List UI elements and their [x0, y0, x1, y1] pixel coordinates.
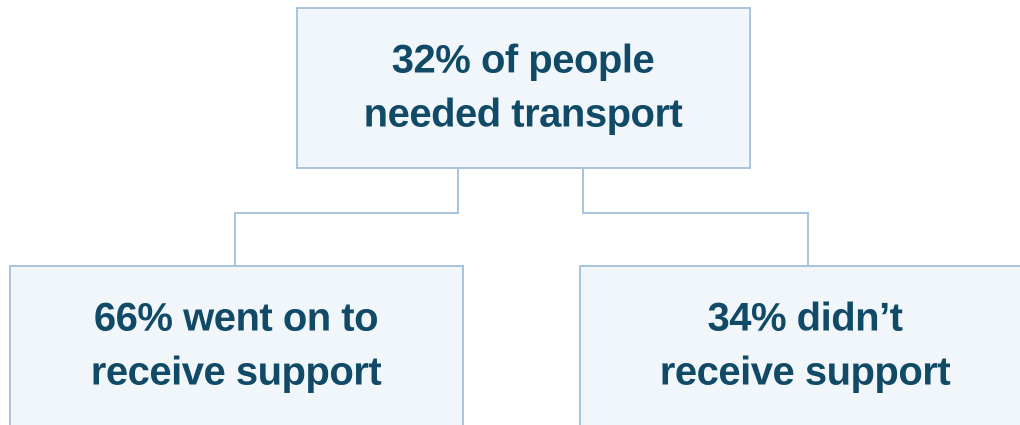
node-label: 34% didn’t [707, 296, 902, 340]
connector [582, 168, 809, 266]
node-box [579, 265, 1020, 425]
node-box [296, 7, 751, 169]
node-label: needed transport [364, 92, 683, 136]
node-label: 66% went on to [94, 296, 378, 340]
node-box [9, 265, 464, 425]
node: 32% of people needed transport [296, 7, 751, 169]
node-label: 32% of people [392, 38, 654, 82]
node: 34% didn’t receive support [579, 265, 1020, 425]
node: 66% went on to receive support [9, 265, 464, 425]
node-label: receive support [660, 350, 951, 394]
node-label: receive support [91, 350, 382, 394]
connector [234, 168, 459, 266]
